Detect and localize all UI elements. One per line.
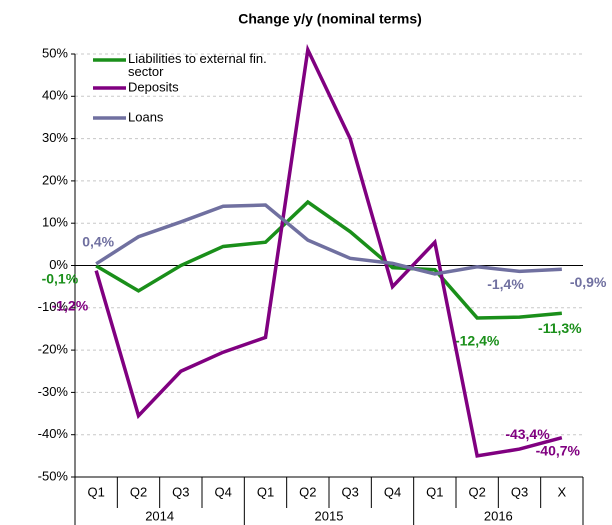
y-tick-label: 50% [42,45,68,60]
y-tick-label: 30% [42,130,68,145]
x-tick-label: Q2 [130,484,147,499]
x-tick-label: Q4 [384,484,401,499]
x-tick-label: X [557,484,566,499]
y-tick-label: -40% [38,426,69,441]
x-tick-label: Q2 [299,484,316,499]
year-label: 2014 [145,508,174,523]
data-label: -1,2% [52,297,89,313]
y-tick-label: -10% [38,299,69,314]
data-label: -40,7% [536,442,581,458]
x-tick-label: Q3 [341,484,358,499]
x-tick-label: Q1 [87,484,104,499]
data-label: -0,1% [42,271,79,287]
data-label: -0,9% [570,274,607,290]
x-tick-label: Q3 [172,484,189,499]
x-tick-label: Q3 [511,484,528,499]
series-line [95,199,562,320]
x-tick-label: Q2 [468,484,485,499]
legend-label: Liabilities to external fin. sector [128,51,267,79]
year-label: 2016 [484,508,513,523]
y-tick-label: 20% [42,172,68,187]
series-line [95,203,562,276]
legend-label: Loans [128,109,164,124]
x-tick-label: Q1 [426,484,443,499]
y-tick-label: -20% [38,342,69,357]
legend-label: Deposits [128,79,179,94]
data-label: -12,4% [455,333,500,349]
x-tick-label: Q1 [257,484,274,499]
data-label: -43,4% [505,426,550,442]
x-tick-label: Q4 [214,484,231,499]
y-tick-label: -30% [38,384,69,399]
data-label: -11,3% [538,320,582,336]
year-label: 2015 [315,508,344,523]
y-tick-label: 10% [42,215,68,230]
series-line [94,43,563,458]
chart-title: Change y/y (nominal terms) [238,11,422,27]
y-tick-label: 0% [49,257,68,272]
y-tick-label: 40% [42,88,68,103]
data-label: 0,4% [82,234,114,250]
data-label: -1,4% [487,276,524,292]
y-tick-label: -50% [38,468,69,483]
